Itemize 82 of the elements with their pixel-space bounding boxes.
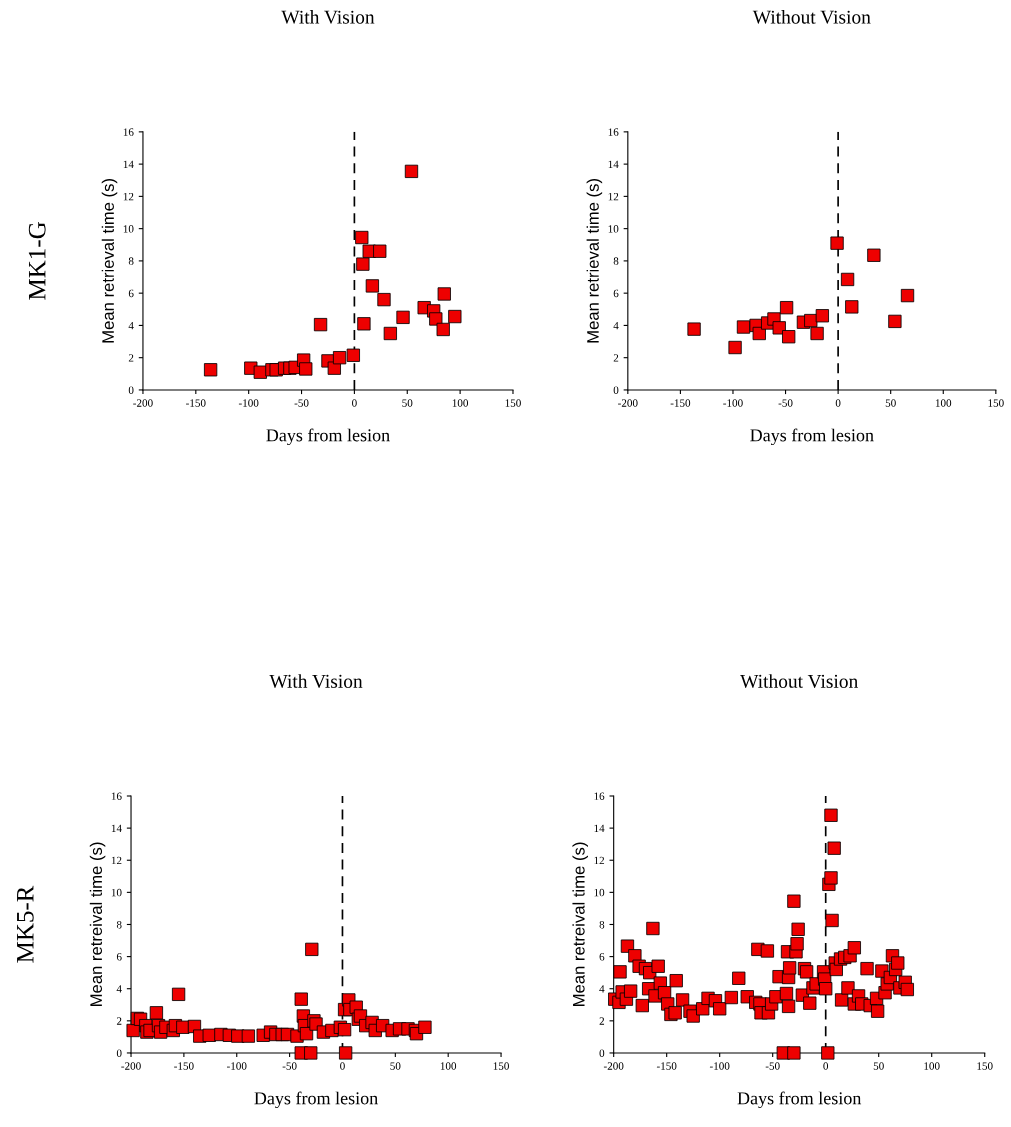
x-tick-label: 150 [505, 399, 521, 407]
x-axis-title: Days from lesion [750, 428, 874, 446]
chart-title: With Vision [269, 674, 363, 688]
y-tick-label: 8 [613, 257, 619, 265]
text: MK5-R [17, 885, 34, 963]
x-tick-label: -50 [765, 1062, 780, 1070]
x-tick-label: -200 [603, 1062, 624, 1070]
y-tick-label: 12 [123, 192, 134, 201]
y-tick-label: 6 [128, 289, 134, 298]
x-axis-title: Days from lesion [266, 428, 390, 446]
x-tick-label: 0 [835, 399, 841, 407]
y-tick-label: 14 [594, 824, 605, 832]
y-tick-label: 0 [613, 386, 619, 394]
x-tick-label: 50 [402, 399, 413, 407]
y-tick-label: 2 [116, 1017, 122, 1025]
x-tick-label: 0 [340, 1062, 345, 1070]
y-tick-label: 0 [599, 1049, 605, 1057]
x-tick-label: -50 [778, 399, 793, 407]
y-tick-label: 8 [116, 920, 122, 929]
x-tick-label: 100 [924, 1062, 940, 1070]
x-axis-title: Days from lesion [254, 1091, 378, 1109]
y-tick-label: 14 [608, 160, 619, 168]
x-tick-label: 50 [885, 399, 896, 407]
y-tick-label: 2 [599, 1017, 605, 1025]
y-tick-label: 0 [116, 1049, 122, 1057]
y-tick-label: 4 [116, 985, 122, 993]
y-tick-label: 6 [613, 289, 619, 298]
y-tick-label: 0 [128, 386, 134, 394]
x-tick-label: -150 [174, 1062, 194, 1070]
y-tick-label: 12 [608, 192, 619, 201]
x-tick-label: 0 [352, 399, 357, 407]
x-tick-label: -50 [282, 1062, 297, 1070]
y-tick-label: 8 [599, 920, 605, 929]
y-tick-label: 14 [123, 160, 134, 168]
x-tick-label: 150 [493, 1062, 509, 1070]
y-tick-label: 8 [128, 257, 134, 265]
x-tick-label: -100 [238, 399, 259, 407]
y-tick-label: 10 [594, 888, 605, 897]
y-tick-label: 6 [599, 953, 605, 961]
x-tick-label: -100 [723, 399, 743, 407]
y-axis-title: Mean retrieval time (s) [101, 179, 118, 343]
x-tick-label: -200 [618, 399, 638, 407]
y-tick-label: 10 [123, 225, 134, 233]
y-tick-label: 10 [608, 225, 619, 233]
y-tick-label: 16 [123, 128, 134, 136]
x-tick-label: 100 [440, 1062, 457, 1070]
x-tick-label: -150 [186, 399, 206, 407]
x-axis-title: Days from lesion [737, 1091, 862, 1109]
x-tick-label: 50 [873, 1062, 884, 1070]
text: MK1-G [28, 222, 46, 300]
y-tick-label: 4 [613, 321, 619, 330]
x-tick-label: -100 [226, 1062, 247, 1070]
y-tick-label: 10 [111, 888, 122, 897]
y-axis-title: Mean retrieval time (s) [586, 179, 603, 343]
y-tick-label: 16 [111, 792, 122, 800]
x-tick-label: -200 [133, 399, 153, 407]
y-tick-label: 4 [128, 321, 134, 330]
x-tick-label: -150 [670, 399, 691, 407]
y-tick-label: 12 [111, 856, 122, 865]
chart-title: Without Vision [740, 674, 858, 688]
x-tick-label: 150 [977, 1062, 993, 1070]
chart-title: With Vision [281, 10, 375, 24]
x-tick-label: 100 [452, 399, 469, 407]
x-tick-label: -150 [656, 1062, 677, 1070]
y-tick-label: 16 [608, 128, 619, 136]
x-tick-label: 50 [390, 1062, 401, 1070]
y-tick-label: 16 [594, 792, 605, 800]
y-tick-label: 12 [594, 856, 605, 865]
y-tick-label: 6 [116, 953, 122, 961]
y-tick-label: 4 [599, 985, 605, 993]
chart-title: Without Vision [752, 10, 871, 24]
y-axis-title: Mean retreival time (s) [89, 842, 106, 1006]
y-tick-label: 2 [128, 354, 134, 362]
y-tick-label: 14 [111, 824, 122, 832]
x-tick-label: 100 [935, 399, 952, 407]
x-tick-label: 0 [823, 1062, 829, 1070]
x-tick-label: 150 [988, 399, 1004, 407]
x-tick-label: -100 [709, 1062, 730, 1070]
x-tick-label: -50 [294, 399, 309, 407]
y-axis-title: Mean retreival time (s) [572, 842, 588, 1006]
y-tick-label: 2 [613, 354, 619, 362]
x-tick-label: -200 [121, 1062, 141, 1070]
